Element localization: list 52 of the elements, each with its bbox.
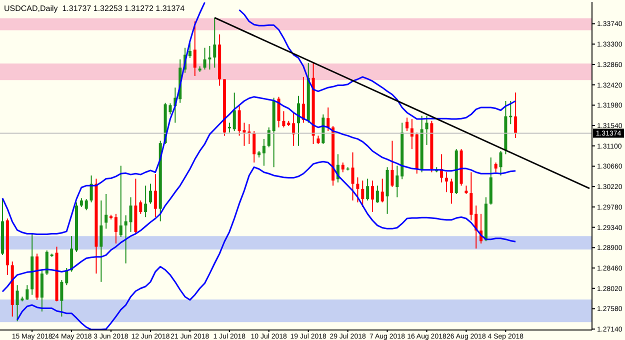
candlestick bbox=[445, 172, 448, 193]
candlestick bbox=[139, 200, 142, 214]
candlestick bbox=[406, 117, 409, 132]
candlestick bbox=[144, 185, 148, 218]
candlestick bbox=[341, 162, 344, 173]
line-series bbox=[2, 96, 516, 292]
candlestick bbox=[371, 180, 374, 213]
candlestick bbox=[262, 138, 266, 166]
candlestick bbox=[188, 42, 192, 58]
candlestick bbox=[252, 130, 256, 164]
candlestick bbox=[450, 178, 453, 204]
candlestick bbox=[100, 200, 103, 282]
candlestick bbox=[203, 47, 206, 70]
line-series bbox=[16, 160, 516, 330]
candlestick bbox=[60, 280, 64, 318]
candlestick bbox=[356, 176, 360, 203]
candlestick bbox=[119, 165, 122, 238]
candlestick bbox=[228, 122, 231, 133]
candlestick bbox=[70, 236, 74, 272]
candlestick bbox=[45, 250, 48, 276]
candlestick bbox=[326, 106, 330, 132]
candlestick bbox=[208, 45, 212, 70]
candlestick bbox=[149, 183, 152, 204]
candlestick bbox=[376, 185, 379, 204]
candlestick bbox=[124, 214, 128, 264]
candlestick bbox=[104, 193, 108, 230]
candlestick bbox=[282, 110, 286, 128]
candlestick bbox=[499, 150, 502, 176]
chart-title: USDCAD,Daily 1.31737 1.32253 1.31272 1.31374 bbox=[4, 4, 185, 13]
candlestick bbox=[396, 165, 399, 198]
candlestick bbox=[366, 178, 370, 201]
candlestick bbox=[26, 284, 29, 300]
candlestick bbox=[425, 115, 428, 146]
candlestick bbox=[470, 172, 473, 221]
candlestick bbox=[277, 96, 280, 128]
candlestick bbox=[514, 92, 518, 138]
candlestick bbox=[351, 152, 354, 201]
candlestick bbox=[267, 126, 270, 148]
candlestick bbox=[390, 140, 394, 188]
candlestick bbox=[213, 17, 216, 68]
candlestick bbox=[154, 174, 157, 218]
candlestick bbox=[292, 112, 296, 146]
candlestick bbox=[494, 162, 498, 173]
candlestick bbox=[232, 92, 236, 132]
candlestick bbox=[193, 20, 196, 77]
candlestick bbox=[84, 198, 88, 211]
candlestick bbox=[129, 196, 132, 232]
candlestick bbox=[65, 268, 68, 286]
candlestick bbox=[114, 213, 118, 244]
candlestick bbox=[90, 174, 93, 203]
candlestick bbox=[380, 178, 384, 203]
candlestick bbox=[361, 180, 364, 208]
